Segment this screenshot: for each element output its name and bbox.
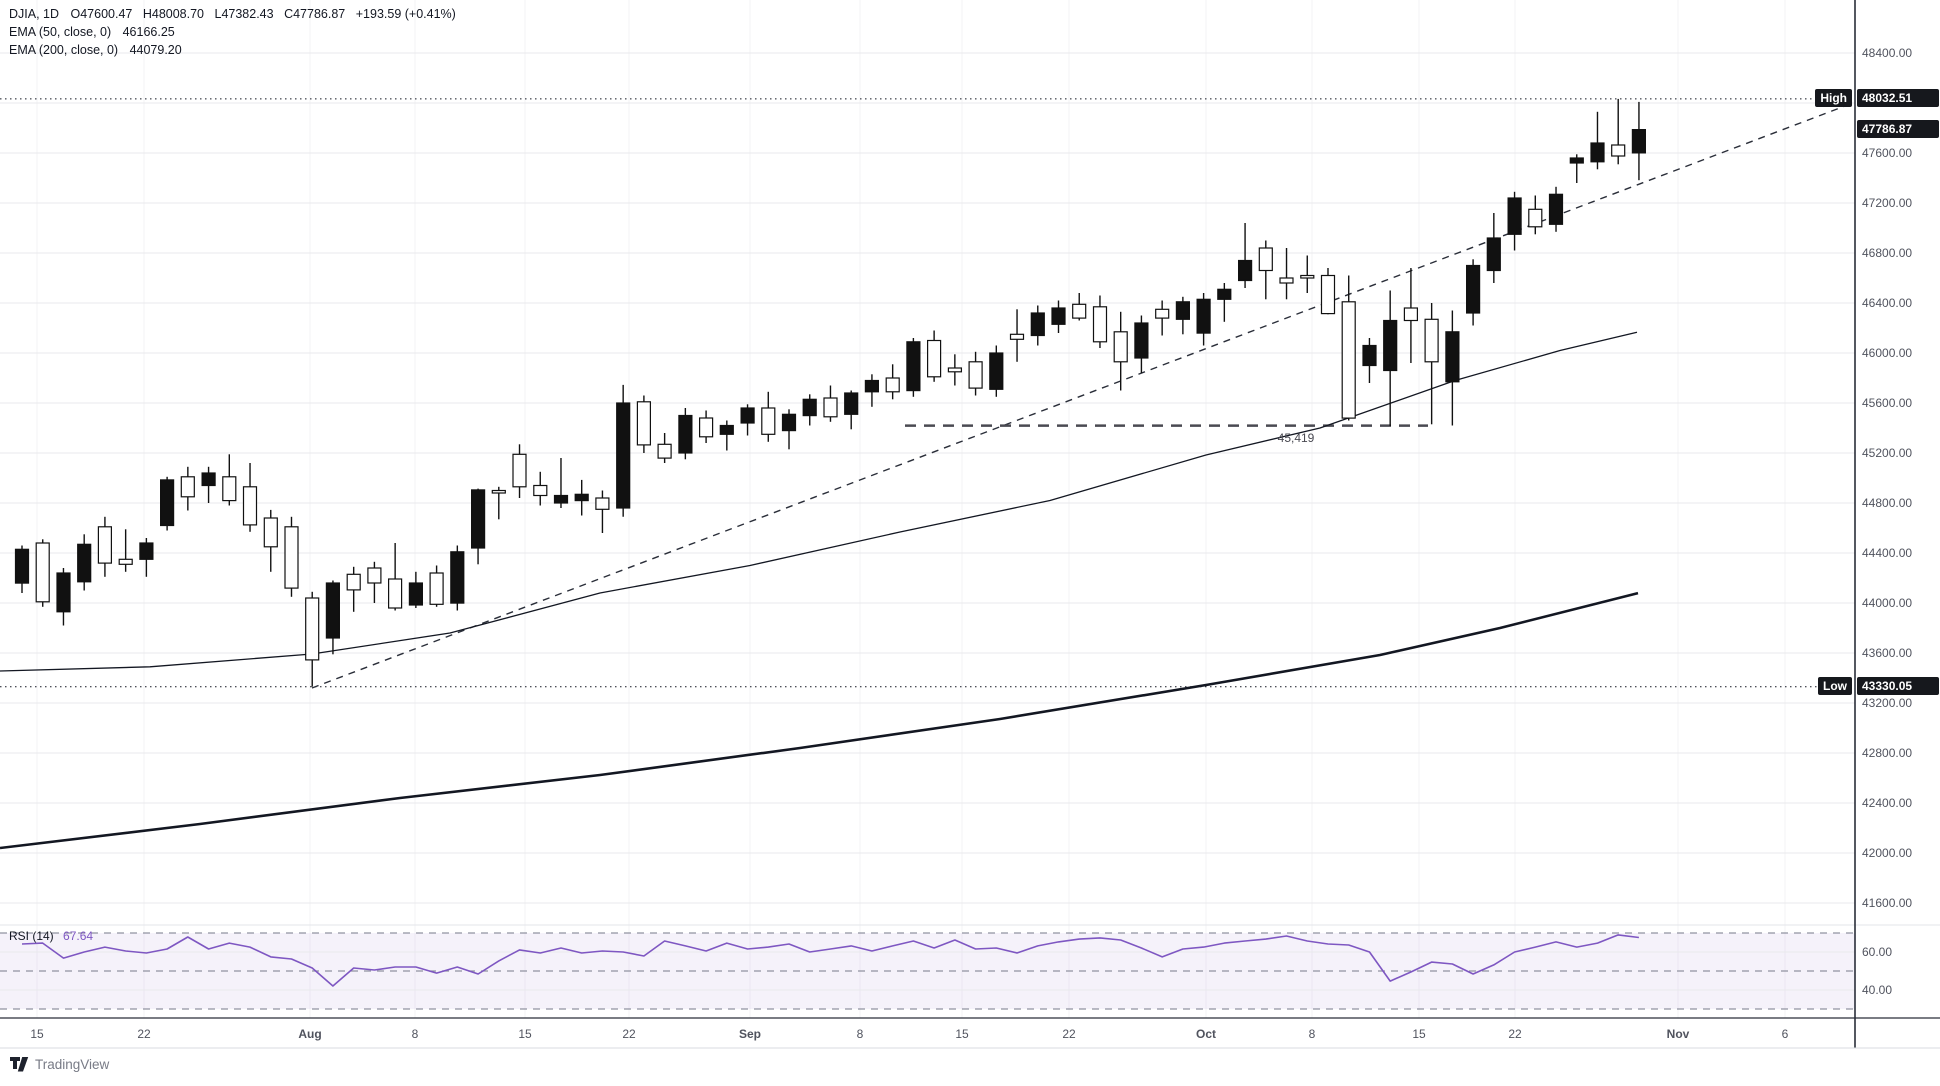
time-axis-label: 8 xyxy=(856,1027,864,1041)
time-axis-label: Sep xyxy=(738,1027,761,1041)
time-axis-label: 22 xyxy=(137,1027,151,1041)
ohlc-open: O47600.47 xyxy=(70,7,133,21)
price-axis-label: 45200.00 xyxy=(1862,446,1913,460)
price-axis-label: 43200.00 xyxy=(1862,696,1913,710)
ema50-value: 46166.25 xyxy=(122,25,175,39)
last-price-badge: 47786.87 xyxy=(1857,120,1939,138)
ema200-label: EMA (200, close, 0) xyxy=(9,43,119,57)
high-marker-badge: High xyxy=(1815,89,1852,107)
ema50-legend-row[interactable]: EMA (50, close, 0) 46166.25 xyxy=(9,23,463,41)
low-marker-badge: Low xyxy=(1818,677,1852,695)
low-price-badge: 43330.05 xyxy=(1857,677,1939,695)
time-axis-label: 22 xyxy=(622,1027,636,1041)
ema50-label: EMA (50, close, 0) xyxy=(9,25,112,39)
price-axis-label: 43600.00 xyxy=(1862,646,1913,660)
ohlc-low: L47382.43 xyxy=(214,7,274,21)
symbol-legend-row[interactable]: DJIA, 1D O47600.47 H48008.70 L47382.43 C… xyxy=(9,5,463,23)
ohlc-close: C47786.87 xyxy=(284,7,346,21)
time-axis-label: 22 xyxy=(1062,1027,1076,1041)
price-axis-label: 48400.00 xyxy=(1862,46,1913,60)
price-axis-label: 46400.00 xyxy=(1862,296,1913,310)
rsi-label: RSI (14) xyxy=(9,929,54,943)
price-axis-label: 44800.00 xyxy=(1862,496,1913,510)
price-axis-label: 45600.00 xyxy=(1862,396,1913,410)
time-axis-label: 15 xyxy=(518,1027,532,1041)
support-level-label: 45,419 xyxy=(1277,431,1315,445)
price-axis-label: 47600.00 xyxy=(1862,146,1913,160)
price-axis-label: 47200.00 xyxy=(1862,196,1913,210)
rsi-value: 67.64 xyxy=(63,929,94,943)
time-axis-label: 8 xyxy=(411,1027,419,1041)
time-axis-label: 15 xyxy=(30,1027,44,1041)
rsi-axis-label: 40.00 xyxy=(1862,983,1893,997)
time-axis-label: 15 xyxy=(1412,1027,1426,1041)
rsi-line xyxy=(21,934,1639,987)
price-axis[interactable] xyxy=(1855,0,1940,1048)
price-axis-label: 46800.00 xyxy=(1862,246,1913,260)
price-axis-label: 44000.00 xyxy=(1862,596,1913,610)
price-axis-label: 42400.00 xyxy=(1862,796,1913,810)
time-axis-label: Oct xyxy=(1195,1027,1216,1041)
price-axis-label: 41600.00 xyxy=(1862,896,1913,910)
main-chart-area[interactable] xyxy=(0,0,1855,925)
price-axis-label: 42800.00 xyxy=(1862,746,1913,760)
time-axis-label: 15 xyxy=(955,1027,969,1041)
ema200-legend-row[interactable]: EMA (200, close, 0) 44079.20 xyxy=(9,41,463,59)
tradingview-logo-text: TradingView xyxy=(35,1057,110,1072)
time-axis-label: Aug xyxy=(298,1027,322,1041)
high-price-badge: 48032.51 xyxy=(1857,89,1939,107)
price-axis-label: 46000.00 xyxy=(1862,346,1913,360)
ohlc-high: H48008.70 xyxy=(142,7,205,21)
rsi-legend-row[interactable]: RSI (14) 67.64 xyxy=(9,929,93,943)
chart-legend: DJIA, 1D O47600.47 H48008.70 L47382.43 C… xyxy=(9,5,463,59)
price-axis-label: 44400.00 xyxy=(1862,546,1913,560)
rsi-axis-label: 60.00 xyxy=(1862,945,1893,959)
time-axis-label: 6 xyxy=(1781,1027,1789,1041)
trendline xyxy=(311,105,1846,689)
candlestick-layer xyxy=(14,98,1647,687)
symbol-title: DJIA, 1D xyxy=(9,7,60,21)
ema200-value: 44079.20 xyxy=(129,43,182,57)
ohlc-change: +193.59 (+0.41%) xyxy=(355,7,456,21)
rsi-pane[interactable] xyxy=(0,925,1855,1018)
tradingview-logo-icon xyxy=(10,1057,29,1072)
tradingview-logo[interactable]: TradingView xyxy=(10,1057,109,1072)
time-axis-label: 22 xyxy=(1508,1027,1522,1041)
time-axis-label: Nov xyxy=(1666,1027,1690,1041)
time-axis-label: 8 xyxy=(1308,1027,1316,1041)
ema200-line xyxy=(0,591,1639,850)
time-axis[interactable] xyxy=(0,1018,1855,1048)
price-axis-label: 42000.00 xyxy=(1862,846,1913,860)
